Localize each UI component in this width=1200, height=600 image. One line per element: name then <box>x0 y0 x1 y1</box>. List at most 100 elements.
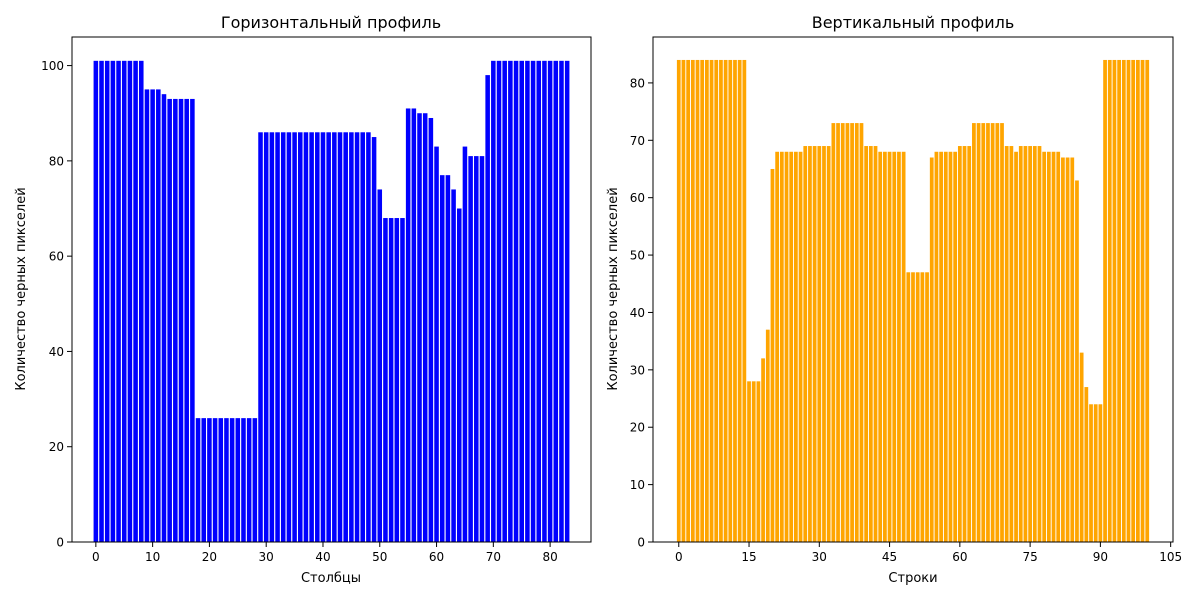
bar <box>915 272 920 542</box>
bar <box>479 156 485 543</box>
bar <box>1131 59 1136 543</box>
bar <box>981 123 986 543</box>
y-tick-label: 100 <box>41 59 64 73</box>
y-axis-label: Количество черных пикселей <box>606 187 621 390</box>
x-tick-label: 50 <box>372 550 387 564</box>
bar <box>1075 180 1079 542</box>
bar <box>826 146 831 542</box>
bar <box>201 418 207 542</box>
bar <box>775 151 780 543</box>
bar <box>972 123 976 543</box>
bar <box>1079 352 1084 542</box>
bar <box>761 358 765 542</box>
bar <box>462 146 468 542</box>
x-tick-label: 10 <box>145 550 160 564</box>
bar <box>864 146 869 542</box>
bar <box>553 60 559 543</box>
bar <box>167 98 172 542</box>
bar <box>812 146 817 542</box>
bar <box>377 189 383 543</box>
bar <box>269 132 275 542</box>
bar <box>536 60 542 543</box>
bar <box>456 208 462 542</box>
bar <box>445 175 451 542</box>
bar <box>1009 146 1014 542</box>
bar <box>263 132 269 542</box>
bar <box>1018 146 1023 542</box>
y-tick-label: 40 <box>49 345 64 359</box>
bar <box>817 146 822 542</box>
bar <box>1032 146 1037 542</box>
bar <box>474 156 479 543</box>
bar <box>258 132 263 542</box>
bar <box>690 59 695 543</box>
bar <box>207 418 212 542</box>
bar <box>723 59 728 543</box>
bar <box>1065 157 1070 543</box>
bar <box>241 418 246 542</box>
bar <box>695 59 700 543</box>
bar <box>246 418 252 542</box>
bar <box>850 123 854 543</box>
bar <box>93 60 99 543</box>
bar <box>1093 404 1098 542</box>
vertical-profile-chart: Вертикальный профиль 0 15 30 45 60 75 90 105 0 1… <box>606 13 1182 586</box>
bar <box>564 60 570 543</box>
bar <box>906 272 911 542</box>
x-tick-label: 90 <box>1093 550 1108 564</box>
bar <box>770 168 775 542</box>
bar <box>1046 151 1051 543</box>
x-axis-label: Столбцы <box>301 571 361 586</box>
bar <box>845 123 850 543</box>
bar <box>343 132 348 542</box>
bar <box>1107 59 1112 543</box>
bar <box>422 113 428 543</box>
bar <box>1098 404 1103 542</box>
bar <box>784 151 789 543</box>
y-tick-label: 30 <box>630 363 645 377</box>
bar <box>292 132 297 542</box>
bar <box>714 59 719 543</box>
bar <box>337 132 343 542</box>
bar <box>859 123 864 543</box>
bar <box>388 218 394 543</box>
bar <box>808 146 812 542</box>
bar-series <box>93 60 570 543</box>
bar <box>559 60 564 543</box>
bar <box>967 146 972 542</box>
plot-frame <box>652 36 1174 543</box>
bar <box>925 272 929 542</box>
bar <box>822 146 826 542</box>
y-tick-label: 0 <box>56 536 64 550</box>
bar <box>513 60 519 543</box>
bar <box>218 418 224 542</box>
bar <box>1028 146 1032 542</box>
y-tick-label: 50 <box>630 249 645 263</box>
bar <box>121 60 127 543</box>
bar <box>360 132 366 542</box>
x-tick-label: 60 <box>429 550 444 564</box>
x-tick-label: 75 <box>1022 550 1037 564</box>
bar <box>542 60 547 543</box>
bar <box>212 418 218 542</box>
bar <box>303 132 309 542</box>
bar <box>986 123 990 543</box>
bar <box>161 94 167 543</box>
bar <box>104 60 110 543</box>
bar <box>224 418 229 542</box>
x-tick-label: 80 <box>542 550 557 564</box>
bar <box>742 59 747 543</box>
x-tick-label: 30 <box>259 550 274 564</box>
bar <box>789 151 794 543</box>
bar <box>1103 59 1107 543</box>
bar <box>709 59 714 543</box>
bar <box>901 151 906 543</box>
y-axis-ticks: 0 10 20 30 40 50 60 70 80 <box>630 76 653 550</box>
bar <box>1061 157 1065 543</box>
bar <box>798 151 803 543</box>
bar <box>309 132 314 542</box>
bar <box>1140 59 1145 543</box>
x-axis-ticks: 0 15 30 45 60 75 90 105 <box>675 542 1182 564</box>
bar <box>920 272 925 542</box>
